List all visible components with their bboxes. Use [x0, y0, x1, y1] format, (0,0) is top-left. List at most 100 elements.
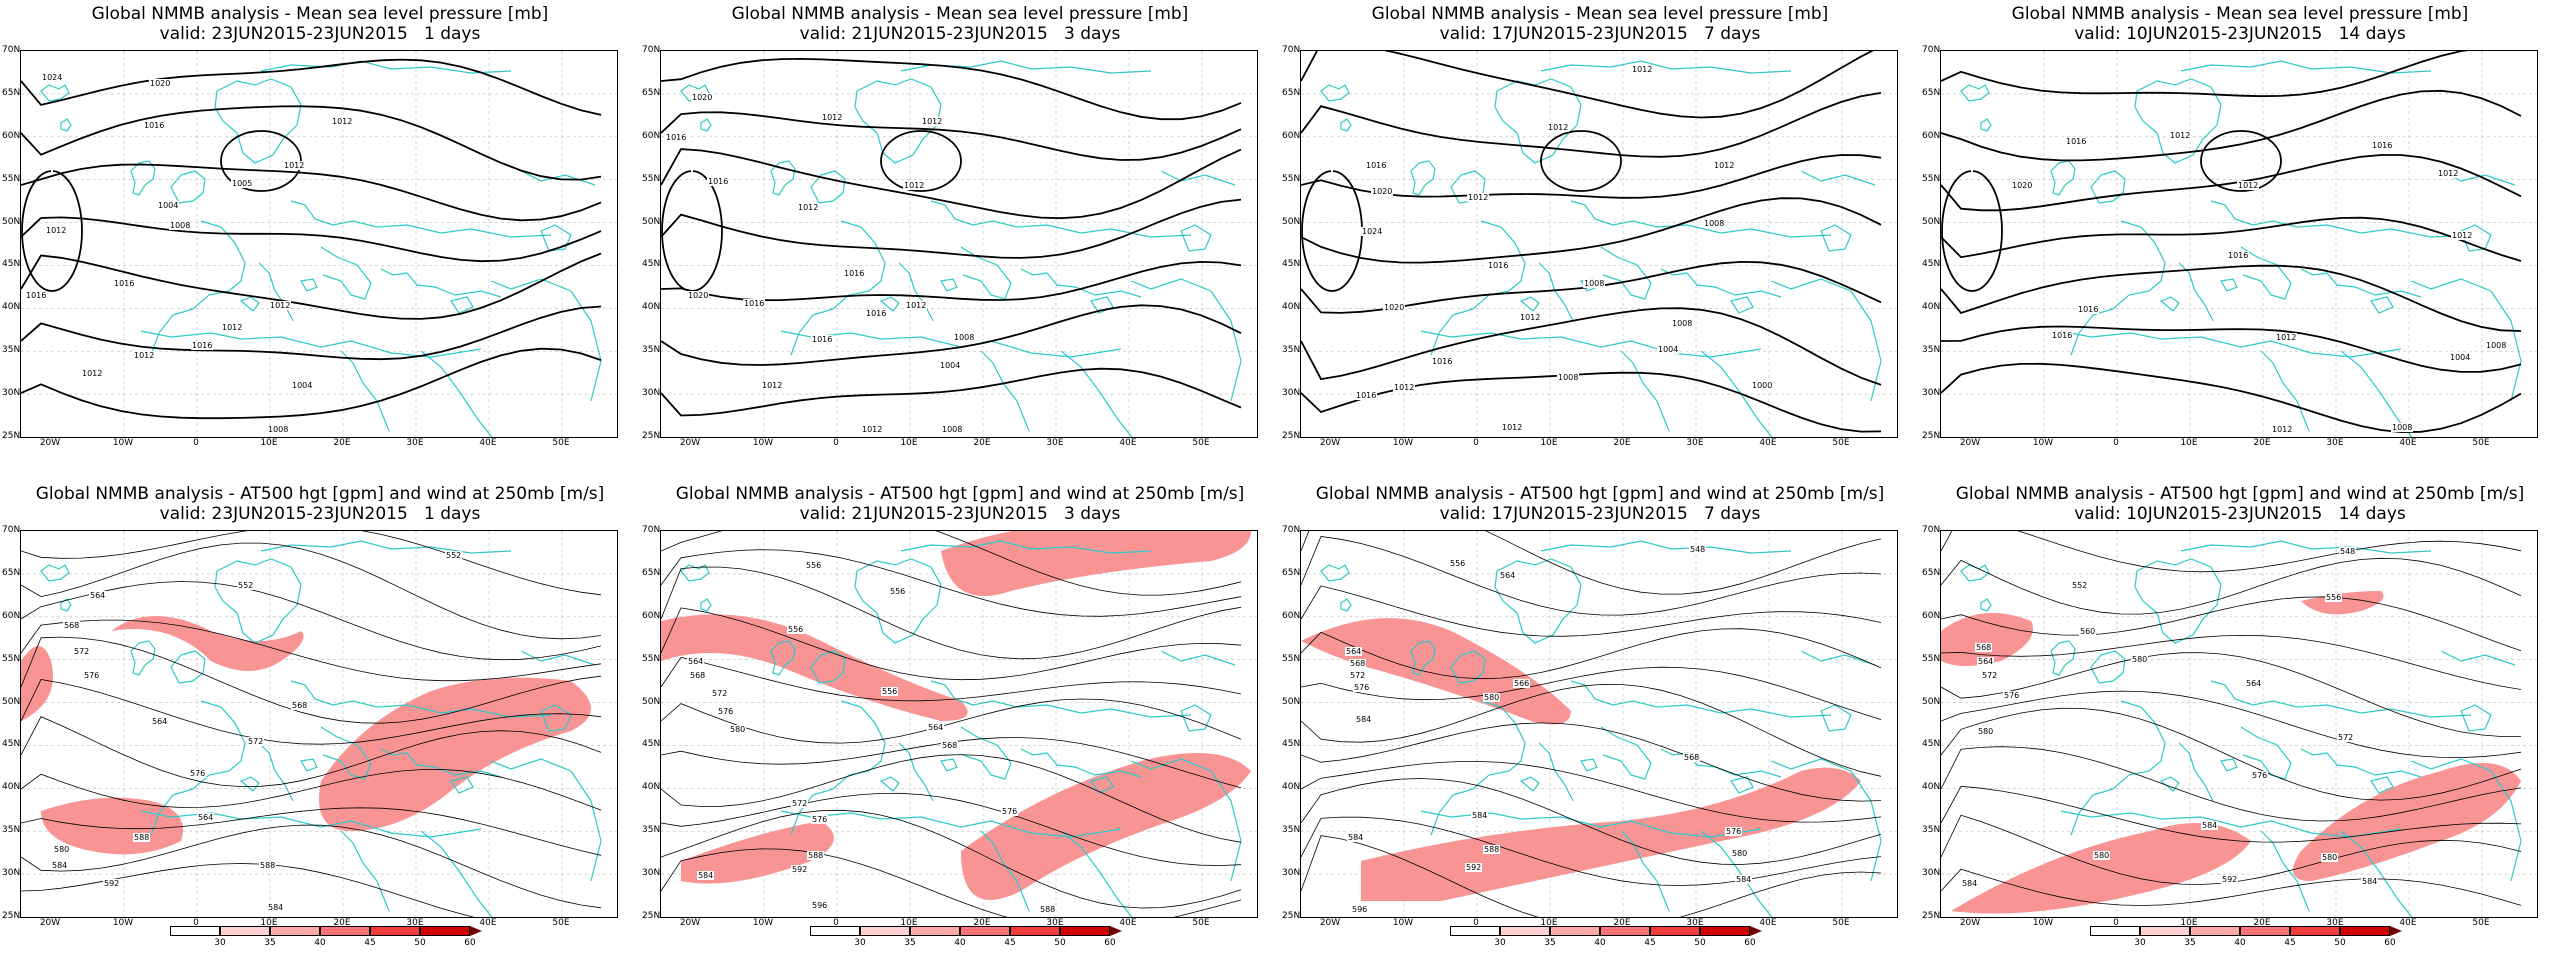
contour-label: 572	[247, 737, 265, 746]
contour-label: 1012	[2275, 333, 2298, 342]
coastline	[1160, 650, 1236, 666]
lon-tick-label: 40E	[2399, 438, 2417, 448]
lon-tick-label: 20W	[1959, 918, 1981, 928]
colorbar-tick-label: 50	[1054, 938, 1066, 948]
lon-tick-label: 20E	[2253, 438, 2271, 448]
jet-streak-core	[1361, 767, 1861, 901]
map-area: 556 556 556 564 568 572 576 580 556 564 568 572 576 5…	[660, 530, 1258, 918]
map-area: 1016 1020 1012 1012 1016 1012 1012 1016 1016 1016…	[1940, 50, 2538, 438]
coastline	[1660, 268, 1782, 298]
coastline	[450, 776, 474, 794]
lat-tick-label: 25N	[1922, 431, 1941, 441]
isobar	[661, 170, 723, 292]
colorbar-segment	[1500, 926, 1550, 936]
panel-valid-range: valid: 10JUN2015-23JUN2015 14 days	[2074, 24, 2406, 44]
isobar	[21, 252, 602, 320]
contour-label: 566	[1513, 679, 1531, 688]
height-contour	[1941, 634, 2522, 690]
colorbar-segment	[2240, 926, 2290, 936]
contour-label: 584	[51, 861, 69, 870]
contour-label: 1008	[267, 425, 290, 434]
lon-tick-label: 10E	[1540, 438, 1558, 448]
contour-label: 1016	[25, 291, 48, 300]
panel-title: Global NMMB analysis - AT500 hgt [gpm] a…	[1315, 484, 1885, 504]
panel-title: Global NMMB analysis - AT500 hgt [gpm] a…	[35, 484, 605, 504]
height-contour	[1941, 531, 2522, 573]
coastline	[2300, 268, 2422, 298]
wind-colorbar: 30 35 40 45 50 60	[1438, 926, 1762, 950]
jet-streak-core	[941, 531, 1251, 596]
contour-label: 588	[133, 833, 151, 842]
colorbar-tick-label: 30	[2134, 938, 2146, 948]
lat-tick-label: 70N	[1282, 45, 1301, 55]
coastline	[960, 726, 1012, 780]
lon-tick-label: 10W	[2032, 918, 2054, 928]
contour-label: 1016	[113, 279, 136, 288]
lon-tick-label: 0	[193, 918, 199, 928]
coastline	[1570, 680, 1832, 718]
height-contour	[21, 619, 602, 682]
coastline	[1410, 640, 1436, 676]
colorbar-segment	[1010, 926, 1060, 936]
lon-tick-label: 20E	[2253, 918, 2271, 928]
lon-tick-label: 10W	[752, 438, 774, 448]
coastline	[214, 78, 302, 164]
colorbar-max-arrow	[1110, 926, 1122, 936]
hgt-wind-panel: Global NMMB analysis - AT500 hgt [gpm] a…	[640, 480, 1280, 960]
lat-tick-label: 60N	[1282, 610, 1301, 621]
contour-label: 1012	[1547, 123, 1570, 132]
coastline	[2460, 224, 2492, 252]
coastline	[2070, 700, 2166, 836]
contour-label: 580	[2131, 655, 2149, 664]
lat-tick-label: 25N	[1922, 911, 1941, 921]
height-contour	[1301, 536, 1882, 616]
isobar	[1941, 51, 2468, 98]
contour-label: 568	[689, 671, 707, 680]
coastline	[260, 60, 512, 74]
lon-tick-label: 20W	[679, 438, 701, 448]
colorbar-segment	[910, 926, 960, 936]
contour-label: 588	[1483, 845, 1501, 854]
colorbar-tick-label: 60	[464, 938, 476, 948]
coastline	[1600, 246, 1652, 300]
lat-tick-label: 40N	[1282, 782, 1301, 793]
coastline	[1820, 224, 1852, 252]
lat-tick-label: 55N	[1922, 173, 1941, 184]
lon-tick-label: 0	[1473, 918, 1479, 928]
lon-tick-label: 0	[2113, 918, 2119, 928]
lon-tick-label: 10E	[2180, 918, 2198, 928]
lat-tick-label: 35N	[2, 825, 21, 836]
coastline	[1820, 704, 1852, 732]
contour-label: 572	[1349, 671, 1367, 680]
coastline	[1620, 350, 1670, 432]
height-contour	[21, 863, 475, 917]
coastline	[140, 810, 482, 838]
lat-tick-label: 30N	[642, 388, 661, 399]
contour-label: 572	[791, 799, 809, 808]
lon-tick-label: 20W	[679, 918, 701, 928]
coastline	[2240, 726, 2292, 780]
lon-tick-label: 20E	[973, 438, 991, 448]
contour-label: 564	[927, 723, 945, 732]
mslp-panel: Global NMMB analysis - Mean sea level pr…	[1280, 0, 1920, 480]
contour-label: 1012	[81, 369, 104, 378]
lat-tick-label: 45N	[642, 259, 661, 270]
lon-tick-label: 0	[193, 438, 199, 448]
contour-label: 596	[811, 901, 829, 910]
lon-tick-label: 10W	[112, 918, 134, 928]
contour-label: 580	[1731, 849, 1749, 858]
coastline	[1420, 330, 1762, 358]
isobar	[1301, 307, 1882, 386]
contour-label: 556	[787, 625, 805, 634]
coastline	[140, 330, 482, 358]
lon-tick-label: 40E	[1759, 438, 1777, 448]
map-area: 1020 1016 1016 1012 1012 1012 1012 1016 1020 1016…	[660, 50, 1258, 438]
contour-label: 1008	[2391, 423, 2414, 432]
coastline	[2300, 748, 2422, 778]
coastline	[258, 262, 294, 322]
lat-tick-label: 50N	[1922, 696, 1941, 707]
panel-valid-range: valid: 17JUN2015-23JUN2015 7 days	[1439, 24, 1761, 44]
jet-streak-core	[21, 646, 53, 721]
contour-label: 564	[89, 591, 107, 600]
coastline	[1060, 350, 1133, 437]
